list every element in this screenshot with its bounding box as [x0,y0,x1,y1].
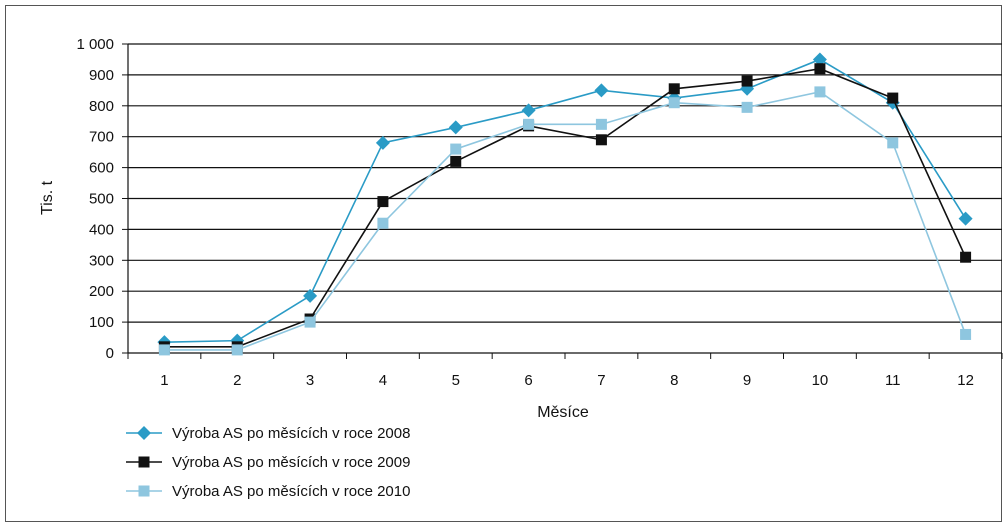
x-tick-label: 1 [160,372,168,389]
data-point [812,52,827,67]
y-tick-label: 500 [89,191,114,208]
legend-item-1: Výroba AS po měsících v roce 2008 [126,425,410,442]
data-point [887,137,899,149]
legend-marker [138,456,150,468]
data-point [523,118,535,130]
series-3 [158,86,972,356]
x-tick-label: 11 [885,372,901,389]
y-tick-labels: 0 100 200 300 400 500 600 700 800 900 1 000 [76,36,114,362]
series-line [164,58,967,343]
series-1 [157,52,973,350]
data-point [448,120,463,135]
x-tick-labels: 1 2 3 4 5 6 7 8 9 10 11 12 [160,372,974,389]
legend-marker [137,426,151,440]
legend-item-3: Výroba AS po měsících v roce 2010 [126,483,410,500]
series-line [164,67,967,348]
x-tick-label: 9 [743,372,751,389]
y-tick-label: 900 [89,67,114,84]
x-tick-label: 8 [670,372,678,389]
data-point [158,344,170,356]
data-point [668,83,680,95]
data-point [958,211,973,226]
x-tick-label: 4 [379,372,387,389]
legend-label: Výroba AS po měsících v roce 2008 [172,425,410,442]
legend: Výroba AS po měsících v roce 2008 Výroba … [126,425,410,500]
y-tick-label: 600 [89,160,114,177]
data-point [814,63,826,75]
x-tick-label: 7 [597,372,605,389]
legend-marker [138,485,150,497]
data-point [594,83,609,98]
data-point [521,103,536,118]
data-point [960,251,972,263]
data-point [595,118,607,130]
series-layer [157,52,973,356]
data-point [741,101,753,113]
data-point [595,134,607,146]
y-tick-label: 300 [89,252,114,269]
series-line [164,91,967,351]
data-point [741,75,753,87]
y-tick-label: 700 [89,129,114,146]
x-axis-title: Měsíce [537,404,589,421]
x-tick-label: 12 [957,372,974,389]
data-point [303,288,318,303]
data-point [304,316,316,328]
y-tick-label: 1 000 [76,36,114,53]
axes [127,44,1003,359]
data-point [887,92,899,104]
y-tick-label: 800 [89,98,114,115]
data-point [231,344,243,356]
y-axis-title: Tis. t [39,180,56,215]
data-point [668,97,680,109]
x-tick-label: 6 [524,372,532,389]
x-tick-label: 5 [452,372,460,389]
data-point [450,155,462,167]
data-point [377,217,389,229]
chart-frame [5,5,1002,522]
data-point [960,328,972,340]
x-tick-label: 2 [233,372,241,389]
x-tick-label: 10 [812,372,829,389]
data-point [377,196,389,208]
legend-item-2: Výroba AS po měsících v roce 2009 [126,454,410,471]
legend-label: Výroba AS po měsících v roce 2009 [172,454,410,471]
y-tick-label: 100 [89,314,114,331]
data-point [814,86,826,98]
grid-lines [122,43,1002,354]
x-tick-label: 3 [306,372,314,389]
data-point [450,143,462,155]
y-tick-label: 0 [106,345,114,362]
legend-label: Výroba AS po měsících v roce 2010 [172,483,410,500]
data-point [375,135,390,150]
series-2 [158,63,972,353]
y-tick-label: 400 [89,221,114,238]
y-tick-label: 200 [89,283,114,300]
